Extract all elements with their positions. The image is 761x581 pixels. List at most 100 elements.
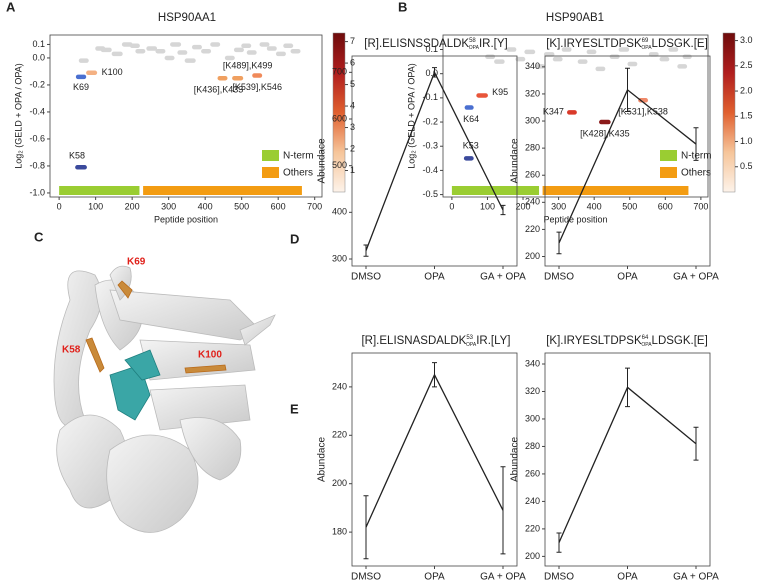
y-tick-label: -1.0 bbox=[29, 187, 45, 197]
error-cap bbox=[625, 367, 630, 408]
peptide-label: K69 bbox=[73, 82, 89, 92]
x-tick-label: 200 bbox=[516, 201, 531, 211]
y-tick-label: 280 bbox=[525, 143, 540, 153]
y-tick-label: 400 bbox=[332, 207, 347, 217]
y-tick-label: -0.1 bbox=[422, 92, 438, 102]
y-tick-label: 200 bbox=[332, 478, 347, 488]
title-text: [R].ELISNSSDALDK bbox=[364, 38, 469, 50]
y-tick-label: -0.2 bbox=[29, 79, 45, 89]
title-sup: 58 bbox=[469, 38, 476, 44]
y-tick-label: 300 bbox=[332, 253, 347, 263]
error-cap bbox=[432, 362, 437, 388]
y-tick-label: 300 bbox=[525, 115, 540, 125]
residue-label: K58 bbox=[62, 345, 81, 356]
title-sub: OPA bbox=[641, 45, 652, 51]
x-tick-label: 0 bbox=[57, 201, 62, 211]
x-tick-label: GA + OPA bbox=[673, 572, 719, 581]
legend-label: N-term bbox=[283, 151, 314, 162]
y-tick-label: -0.6 bbox=[29, 133, 45, 143]
title-text: IR.[Y] bbox=[479, 38, 508, 50]
legend-swatch bbox=[660, 167, 677, 178]
peptide-label: K64 bbox=[463, 114, 479, 124]
colorbar-tick-label: 2.0 bbox=[740, 85, 753, 95]
residue-label: K69 bbox=[127, 257, 146, 268]
error-cap bbox=[693, 426, 699, 461]
y-tick-label: 260 bbox=[525, 468, 540, 478]
x-tick-label: 100 bbox=[480, 201, 495, 211]
legend-label: Others bbox=[283, 168, 313, 179]
x-tick-label: DMSO bbox=[351, 272, 381, 283]
colorbar-tick-label: 7 bbox=[350, 36, 355, 46]
y-axis-label: Log₂ (GELD + OPA / OPA) bbox=[406, 63, 416, 168]
y-tick-label: 240 bbox=[525, 496, 540, 506]
error-cap bbox=[500, 466, 506, 555]
colorbar-tick-label: 0.5 bbox=[740, 161, 753, 171]
y-axis-label: Abundace bbox=[510, 437, 521, 482]
colorbar-tick-label: 3 bbox=[350, 122, 355, 132]
title-text: LDSGK.[E] bbox=[652, 335, 708, 347]
x-tick-label: GA + OPA bbox=[480, 572, 526, 581]
y-tick-label: 0.1 bbox=[32, 39, 45, 49]
title-sub: OPA bbox=[469, 45, 480, 51]
y-tick-label: 500 bbox=[332, 160, 347, 170]
colorbar-tick-label: 1 bbox=[350, 165, 355, 175]
x-tick-label: 400 bbox=[198, 201, 213, 211]
title-text: [K].IRYESLTDPSK bbox=[546, 335, 642, 347]
y-tick-label: 340 bbox=[525, 358, 540, 368]
y-tick-label: -0.3 bbox=[422, 141, 438, 151]
y-tick-label: -0.5 bbox=[422, 189, 438, 199]
colorbar-tick-label: 4 bbox=[350, 100, 355, 110]
y-axis-label: Abundace bbox=[317, 437, 328, 482]
x-tick-label: OPA bbox=[617, 572, 638, 581]
peptide-label: [K428],K435 bbox=[580, 128, 630, 138]
x-tick-label: DMSO bbox=[544, 272, 574, 283]
plot-frame bbox=[442, 34, 709, 198]
title-sup: 69 bbox=[642, 38, 649, 44]
y-tick-label: 260 bbox=[525, 170, 540, 180]
legend-label: Others bbox=[681, 168, 711, 179]
x-tick-label: OPA bbox=[424, 272, 445, 283]
colorbar-tick-label: 2 bbox=[350, 143, 355, 153]
y-tick-label: 220 bbox=[525, 224, 540, 234]
x-tick-label: DMSO bbox=[544, 572, 574, 581]
y-tick-label: 220 bbox=[332, 430, 347, 440]
error-cap bbox=[693, 127, 699, 161]
domain-bar bbox=[143, 186, 302, 195]
chart-title: HSP90AA1 bbox=[158, 12, 216, 24]
x-tick-label: 600 bbox=[658, 201, 673, 211]
panel-label: D bbox=[290, 231, 299, 246]
x-tick-label: 400 bbox=[587, 201, 602, 211]
y-tick-label: 220 bbox=[525, 523, 540, 533]
y-axis-label: Log₂ (GELD + OPA / OPA) bbox=[13, 63, 23, 168]
title-text: [R].ELISNASDALDK bbox=[361, 335, 466, 347]
x-tick-label: 300 bbox=[161, 201, 176, 211]
y-axis-label: Abundace bbox=[317, 138, 328, 183]
y-tick-label: 300 bbox=[525, 413, 540, 423]
x-tick-label: GA + OPA bbox=[673, 272, 719, 283]
x-tick-label: 500 bbox=[234, 201, 249, 211]
chart-title: HSP90AB1 bbox=[546, 12, 604, 24]
y-tick-label: 0.0 bbox=[425, 68, 438, 78]
legend-swatch bbox=[262, 167, 279, 178]
title-sup: 64 bbox=[642, 335, 649, 341]
error-cap bbox=[625, 67, 630, 113]
x-tick-label: OPA bbox=[424, 572, 445, 581]
domain-bar bbox=[542, 186, 689, 195]
colorbar-tick-label: 1.5 bbox=[740, 111, 753, 121]
x-tick-label: 0 bbox=[449, 201, 454, 211]
peptide-label: [K531],K538 bbox=[618, 107, 668, 117]
error-cap bbox=[363, 495, 369, 560]
line bbox=[558, 88, 697, 244]
panel-label: C bbox=[34, 229, 44, 244]
colorbar-tick-label: 2.5 bbox=[740, 60, 753, 70]
title-sup: 53 bbox=[466, 335, 473, 341]
y-tick-label: 600 bbox=[332, 113, 347, 123]
domain-bar bbox=[59, 186, 140, 195]
x-tick-label: DMSO bbox=[351, 572, 381, 581]
y-tick-label: 340 bbox=[525, 61, 540, 71]
plot-frame bbox=[49, 34, 323, 198]
title-text: LDSGK.[E] bbox=[652, 38, 708, 50]
line bbox=[365, 373, 504, 528]
x-tick-label: 100 bbox=[88, 201, 103, 211]
y-tick-label: 0.1 bbox=[425, 44, 438, 54]
